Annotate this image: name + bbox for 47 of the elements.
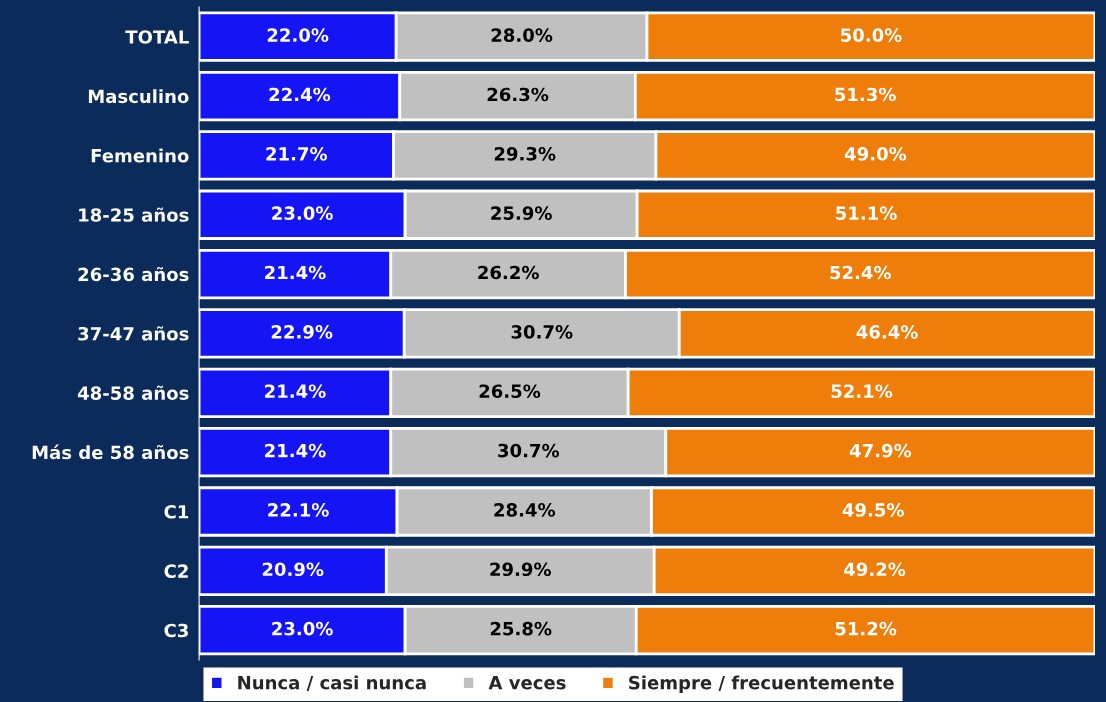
data-label: 21.4% [265,443,326,458]
data-label: 21.7% [266,146,328,161]
data-label: 28.0% [491,28,553,42]
legend-label: Nunca / casi nunca [238,675,426,691]
data-label: 52.4% [830,265,891,280]
data-label: 51.2% [835,621,897,636]
y-tick-label: C2 [164,564,188,578]
y-tick-label: Masculino [88,89,189,104]
data-label: 25.8% [490,621,552,636]
y-tick-label: 48-58 años [77,385,189,400]
data-label: 47.9% [849,443,912,458]
data-label: 21.4% [265,384,326,399]
data-label: 26.3% [487,87,549,102]
data-label: 49.2% [844,562,906,577]
data-label: 51.3% [835,87,896,102]
data-label: 29.9% [490,562,551,577]
data-label: 22.9% [271,325,333,339]
data-label: 22.1% [268,503,329,517]
data-label: 22.4% [269,87,331,102]
y-tick-label: 37-47 años [78,326,189,341]
data-label: 30.7% [511,325,573,339]
legend-label: Siempre / frecuentemente [629,675,894,693]
y-tick-label: Femenino [91,148,189,163]
data-label: 26.2% [478,265,539,280]
data-label: 52.1% [831,384,893,399]
data-label: 25.9% [491,206,552,220]
y-tick-label: Más de 58 años [32,444,189,460]
data-label: 21.4% [265,265,326,280]
data-label: 49.5% [842,503,904,517]
data-label: 22.0% [267,28,329,42]
data-label: 26.5% [479,384,541,399]
legend-label: A veces [488,676,566,690]
data-label: 23.0% [272,621,333,636]
y-tick-label: 18-25 años [79,207,189,222]
data-label: 49.0% [844,146,907,161]
data-label: 51.1% [836,206,897,220]
data-label: 30.7% [498,443,560,458]
y-tick-label: 26-36 años [78,266,189,282]
data-label: 50.0% [841,28,902,42]
data-label: 20.9% [262,562,324,577]
data-label: 29.3% [494,146,556,161]
data-label: 28.4% [494,503,556,517]
y-tick-label: C1 [164,504,189,519]
data-label: 46.4% [856,325,918,339]
y-tick-label: TOTAL [125,30,189,44]
data-label: 23.0% [272,206,333,220]
y-tick-label: C3 [164,623,188,638]
